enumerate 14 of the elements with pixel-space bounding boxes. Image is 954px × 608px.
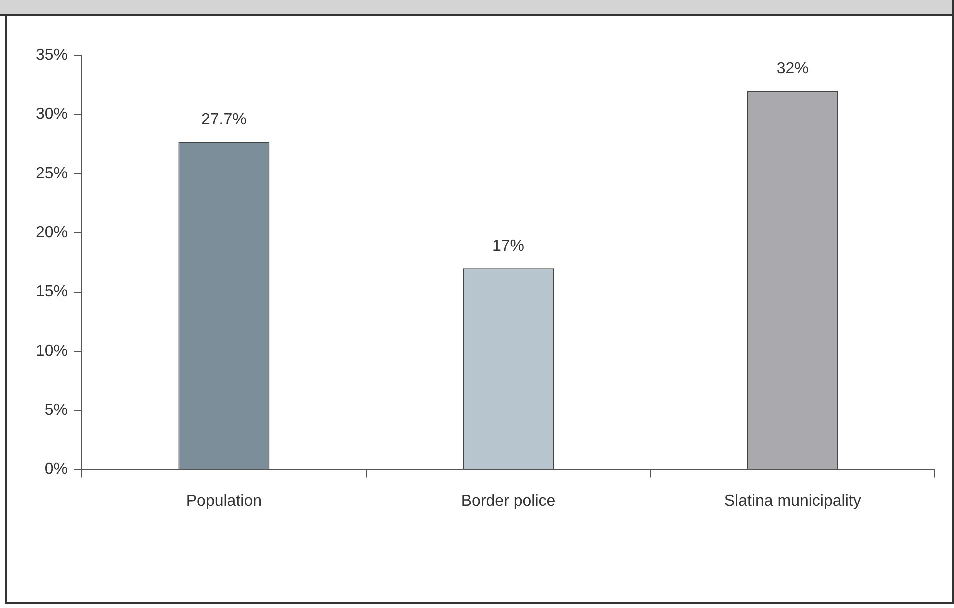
- x-tick-label: Slatina municipality: [724, 492, 862, 510]
- y-tick-label: 35%: [36, 47, 68, 64]
- y-tick-label: 10%: [36, 342, 68, 360]
- y-tick-label: 15%: [36, 284, 68, 301]
- y-tick-label: 0%: [44, 461, 68, 478]
- data-label: 32%: [776, 60, 809, 78]
- data-label: 17%: [492, 238, 525, 256]
- data-label: 27.7%: [202, 111, 247, 128]
- x-tick-label: Population: [186, 492, 262, 510]
- y-tick-label: 20%: [36, 224, 68, 242]
- y-tick-label: 30%: [36, 106, 68, 124]
- y-tick-label: 5%: [44, 402, 68, 420]
- y-tick-label: 25%: [36, 165, 68, 182]
- x-tick-label: Border police: [461, 492, 556, 510]
